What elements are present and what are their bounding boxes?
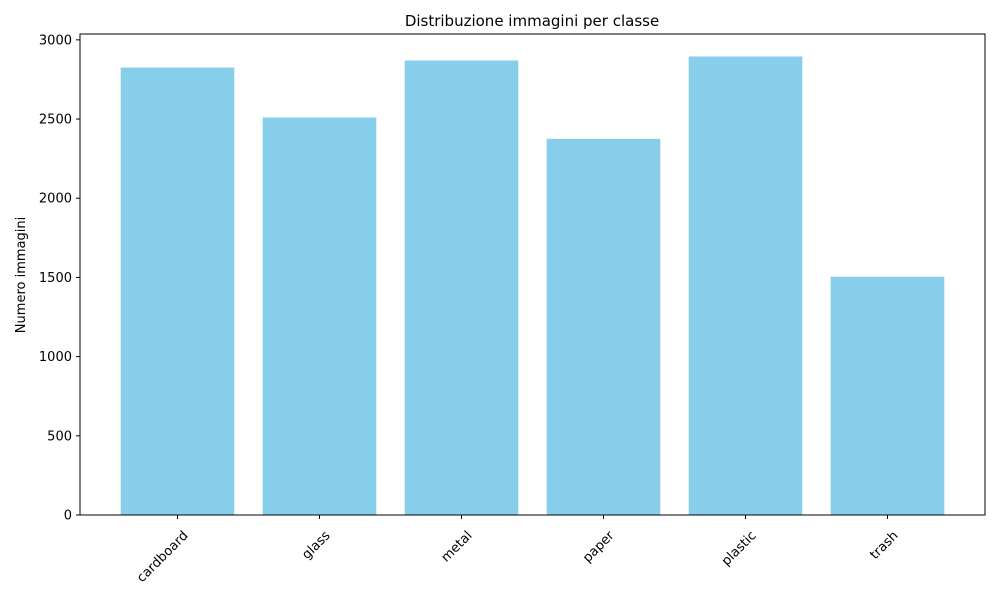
y-tick-label: 0 — [64, 509, 72, 524]
y-axis-label: Numero immagini — [14, 217, 29, 333]
chart-title: Distribuzione immagini per classe — [405, 12, 659, 30]
y-tick-label: 1500 — [39, 271, 72, 286]
x-tick-label-paper: paper — [580, 528, 618, 566]
x-tick-label-plastic: plastic — [719, 528, 760, 569]
y-tick-label: 1000 — [39, 350, 72, 365]
bars-layer — [120, 56, 945, 516]
x-tick-label-glass: glass — [299, 528, 333, 562]
x-axis-ticks: cardboard glass metal paper plastic trash — [134, 515, 902, 586]
y-tick-label: 3000 — [39, 33, 72, 48]
bar-metal — [404, 60, 519, 515]
y-tick-label: 2000 — [39, 192, 72, 207]
x-tick-label-trash: trash — [867, 528, 901, 562]
y-tick-label: 2500 — [39, 113, 72, 128]
bar-cardboard — [120, 67, 235, 516]
bar-glass — [262, 117, 377, 515]
bar-plastic — [688, 56, 803, 515]
plot-frame — [79, 33, 986, 516]
bar-trash — [830, 276, 945, 515]
bar-paper — [546, 138, 661, 516]
x-tick-label-metal: metal — [439, 528, 476, 565]
y-axis-ticks: 0 500 1000 1500 2000 2500 3000 — [39, 33, 80, 524]
y-tick-label: 500 — [47, 429, 72, 444]
x-tick-label-cardboard: cardboard — [134, 528, 191, 585]
